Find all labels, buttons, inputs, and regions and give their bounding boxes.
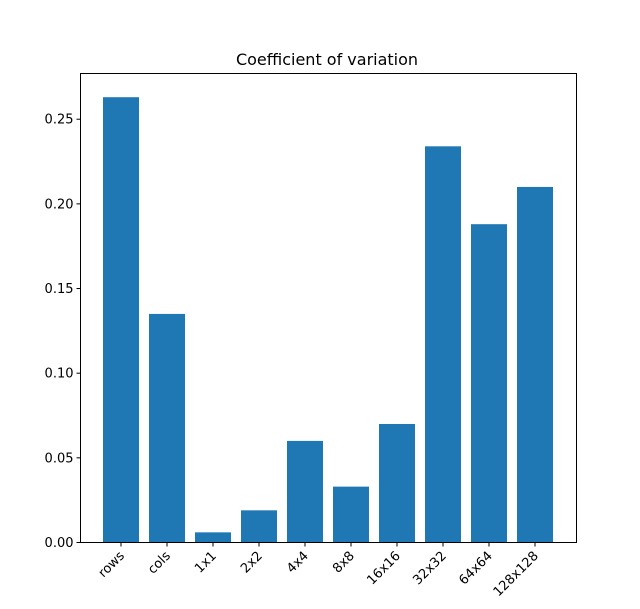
x-tick-label: 32x32 (410, 549, 449, 588)
x-tick-label: 4x4 (284, 549, 312, 577)
bar-16x16 (379, 423, 415, 543)
y-tick-label: 0.05 (45, 451, 74, 466)
x-tick-label: 16x16 (364, 549, 403, 588)
bar-rows (103, 97, 139, 543)
y-tick-label: 0.10 (45, 367, 74, 382)
y-tick-label: 0.00 (45, 536, 74, 551)
bar-cols (149, 313, 185, 543)
plot-frame (80, 73, 577, 543)
y-tick-label: 0.25 (45, 113, 74, 128)
x-axis: rows cols 1x1 2x2 4x4 8x8 16x16 32x32 64x64128x1… (96, 542, 542, 600)
y-axis: 0.00 0.05 0.10 0.15 0.20 0.25 (45, 113, 81, 551)
y-tick-label: 0.15 (45, 282, 74, 297)
x-tick-label: 2x2 (238, 549, 266, 577)
bar-64x64 (471, 224, 507, 543)
bar-1x1 (195, 532, 231, 543)
x-tick-label: 8x8 (330, 549, 358, 577)
bars-group (103, 97, 553, 543)
bar-32x32 (425, 146, 461, 543)
bar-2x2 (241, 510, 277, 543)
x-tick-label: cols (145, 549, 174, 578)
y-tick-label: 0.20 (45, 197, 74, 212)
x-tick-label: 128x128 (491, 549, 542, 600)
x-tick-label: rows (96, 549, 128, 581)
x-tick-label: 1x1 (192, 549, 220, 577)
x-tick-label: 64x64 (456, 549, 495, 588)
chart-title: Coefficient of variation (236, 50, 418, 69)
bar-4x4 (287, 440, 323, 543)
bar-128x128 (517, 186, 553, 543)
bar-8x8 (333, 486, 369, 543)
